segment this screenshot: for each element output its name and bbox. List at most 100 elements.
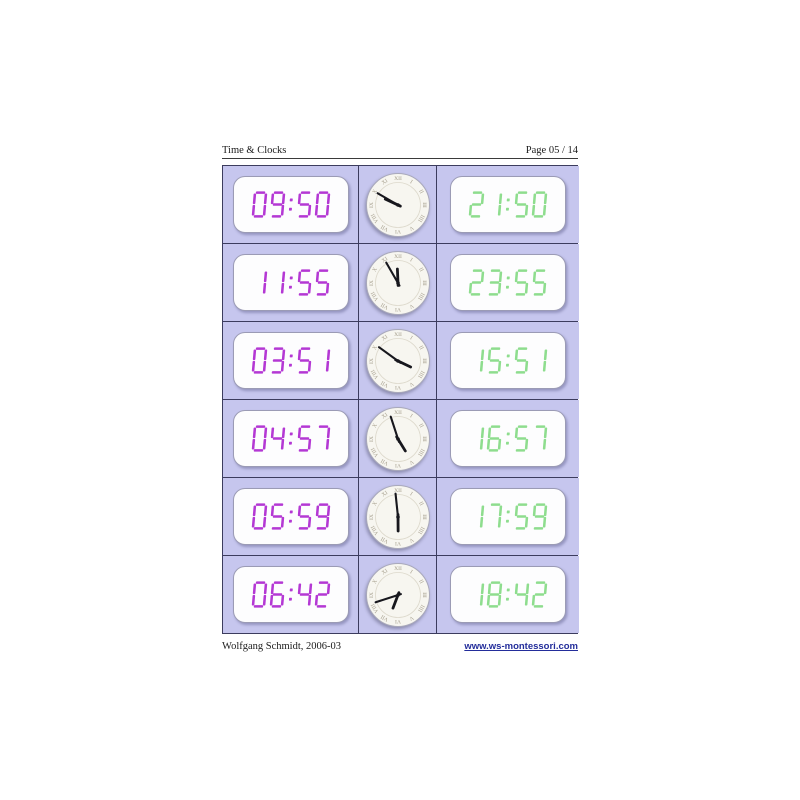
lcd-digit <box>514 425 529 452</box>
lcd-digit <box>270 427 285 450</box>
lcd-digit <box>262 271 267 294</box>
digital-time-24h-card <box>450 488 566 545</box>
page-footer: Wolfgang Schmidt, 2006-03 www.ws-montess… <box>222 641 578 652</box>
lcd-digit <box>280 271 285 294</box>
clock-numeral: X <box>371 188 378 195</box>
lcd-digit <box>468 269 485 296</box>
clock-center-pin <box>395 280 400 285</box>
clock-numeral: V <box>407 458 414 465</box>
clock-numeral: I <box>408 569 413 575</box>
digital-time-12h-card <box>232 332 349 389</box>
clock-numeral: II <box>417 188 424 194</box>
clock-numeral: V <box>407 380 414 387</box>
lcd-digit <box>314 581 330 608</box>
lcd-digit <box>251 347 267 374</box>
clock-numeral: IX <box>368 592 374 598</box>
lcd-digit <box>514 503 529 530</box>
digital-time-12h <box>249 502 332 531</box>
lcd-digit <box>251 581 267 608</box>
clock-numeral: V <box>407 536 414 543</box>
grid-cell-12h-row6 <box>223 556 358 633</box>
lcd-colon <box>288 432 293 445</box>
clock-numeral: XI <box>380 412 388 420</box>
lcd-colon <box>505 510 510 523</box>
grid-cell-24h-row4 <box>437 400 579 477</box>
clock-grid: XII I II III IIII V VI VII VIII IX X XI XII I II III III… <box>222 165 579 634</box>
grid-cell-24h-row3 <box>437 322 579 399</box>
digital-time-12h <box>249 268 332 297</box>
clock-numeral: IIII <box>416 291 425 301</box>
lcd-colon <box>505 588 510 601</box>
grid-cell-clock-row5: XII I II III IIII V VI VII VIII IX X XI <box>359 478 436 555</box>
digital-time-24h-card <box>450 176 566 233</box>
lcd-digit <box>479 583 485 606</box>
lcd-digit <box>532 503 548 530</box>
lcd-colon <box>505 276 510 289</box>
digital-time-12h <box>249 190 332 219</box>
clock-numeral: X <box>371 266 378 273</box>
lcd-digit <box>479 505 485 528</box>
clock-inner-ring <box>374 415 421 462</box>
clock-numeral: IIII <box>416 213 425 223</box>
grid-cell-24h-row6 <box>437 556 579 633</box>
lcd-digit <box>251 503 267 530</box>
digital-time-24h <box>467 268 550 297</box>
grid-cell-clock-row1: XII I II III IIII V VI VII VIII IX X XI <box>359 166 436 243</box>
lcd-digit <box>270 191 285 218</box>
lcd-digit <box>531 581 548 608</box>
digital-time-24h <box>467 502 550 531</box>
digital-time-24h-card <box>450 566 566 623</box>
clock-numeral: VI <box>394 306 400 312</box>
clock-numeral: IIII <box>416 603 425 613</box>
lcd-digit <box>532 269 547 296</box>
lcd-digit <box>270 503 284 530</box>
clock-numeral: V <box>407 614 414 621</box>
clock-numeral: I <box>408 179 413 185</box>
clock-numeral: V <box>407 224 414 231</box>
lcd-digit <box>318 425 330 450</box>
footer-author: Wolfgang Schmidt, 2006-03 <box>222 641 342 652</box>
clock-numeral: XI <box>380 490 388 498</box>
clock-numeral: VII <box>379 535 389 544</box>
clock-numeral: VII <box>379 457 389 466</box>
lcd-colon <box>505 432 510 445</box>
clock-numeral: X <box>371 344 378 351</box>
clock-numeral: XI <box>380 178 388 186</box>
grid-cell-12h-row1 <box>223 166 358 243</box>
footer-website-link[interactable]: www.ws-montessori.com <box>464 641 578 652</box>
lcd-digit <box>514 347 529 374</box>
digital-time-12h <box>249 424 332 453</box>
lcd-colon <box>505 354 510 367</box>
clock-numeral: VI <box>394 540 400 546</box>
clock-numeral: I <box>408 491 413 497</box>
grid-cell-24h-row5 <box>437 478 579 555</box>
lcd-digit <box>297 269 311 296</box>
digital-time-24h-card <box>450 332 566 389</box>
digital-time-24h <box>467 424 550 453</box>
lcd-digit <box>514 583 530 606</box>
clock-numeral: I <box>408 257 413 263</box>
grid-cell-clock-row6: XII I II III IIII V VI VII VIII IX X XI <box>359 556 436 633</box>
lcd-colon <box>288 354 293 367</box>
clock-numeral: XII <box>394 253 402 259</box>
clock-numeral: III <box>421 280 427 286</box>
clock-numeral: II <box>417 344 424 350</box>
clock-numeral: XII <box>394 487 402 493</box>
clock-numeral: VI <box>394 462 400 468</box>
lcd-digit <box>325 349 330 372</box>
lcd-digit <box>488 269 503 296</box>
lcd-digit <box>487 347 502 374</box>
grid-cell-clock-row2: XII I II III IIII V VI VII VIII IX X XI <box>359 244 436 321</box>
clock-numeral: VIII <box>370 446 380 457</box>
clock-numeral: II <box>417 578 424 584</box>
grid-cell-12h-row2 <box>223 244 358 321</box>
clock-numeral: VIII <box>370 524 380 535</box>
